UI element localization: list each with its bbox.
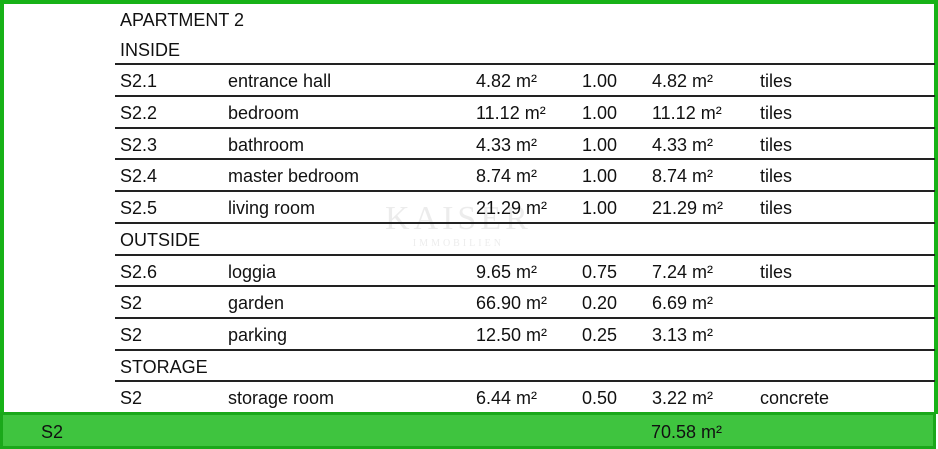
cell-net: 21.29 m²: [652, 198, 724, 219]
cell-code: S2: [120, 293, 143, 314]
cell-code: S2.5: [120, 198, 158, 219]
cell-coef: 1.00: [582, 198, 618, 219]
cell-net: 4.33 m²: [652, 134, 714, 155]
apartment-title: APARTMENT 2: [120, 10, 245, 30]
cell-area: 4.33 m²: [476, 134, 538, 155]
cell-net: 8.74 m²: [652, 166, 714, 187]
apartment-frame: [0, 0, 938, 414]
cell-material: concrete: [760, 388, 830, 409]
cell-area: 9.65 m²: [476, 261, 538, 282]
section-header-outside: OUTSIDE: [115, 224, 935, 256]
cell-name: storage room: [228, 388, 335, 409]
section-header-storage: STORAGE: [115, 351, 935, 383]
table-row: S2.2 bedroom 11.12 m² 1.00 11.12 m² tiles: [115, 97, 935, 129]
table-row: S2.1 entrance hall 4.82 m² 1.00 4.82 m² tiles: [115, 65, 935, 98]
cell-area: 66.90 m²: [476, 293, 548, 314]
cell-coef: 0.75: [582, 261, 618, 282]
cell-coef: 1.00: [582, 166, 618, 187]
cell-area: 6.44 m²: [476, 388, 538, 409]
cell-coef: 0.20: [582, 293, 618, 314]
cell-material: tiles: [760, 103, 793, 124]
cell-material: tiles: [760, 134, 793, 155]
cell-name: bedroom: [228, 103, 300, 124]
cell-area: 12.50 m²: [476, 324, 548, 345]
table-row: S2.4 master bedroom 8.74 m² 1.00 8.74 m² tile…: [115, 160, 935, 193]
total-code: S2: [41, 422, 64, 442]
cell-net: 3.22 m²: [652, 388, 714, 409]
cell-name: loggia: [228, 261, 277, 282]
cell-name: entrance hall: [228, 71, 332, 92]
total-net-area: 70.58 m²: [651, 422, 723, 442]
table-row: S2.5 living room 21.29 m² 1.00 21.29 m² tiles: [115, 192, 935, 224]
cell-code: S2.3: [120, 134, 158, 155]
cell-material: tiles: [760, 198, 793, 219]
cell-coef: 1.00: [582, 71, 618, 92]
cell-area: 21.29 m²: [476, 198, 548, 219]
cell-net: 4.82 m²: [652, 71, 714, 92]
section-label: INSIDE: [120, 39, 181, 60]
cell-name: master bedroom: [228, 166, 360, 187]
cell-code: S2: [120, 324, 143, 345]
table-row: S2 storage room 6.44 m² 0.50 3.22 m² concrete: [115, 382, 935, 412]
cell-name: bathroom: [228, 134, 305, 155]
cell-net: 7.24 m²: [652, 261, 714, 282]
cell-code: S2.2: [120, 103, 158, 124]
cell-material: tiles: [760, 261, 793, 282]
cell-name: parking: [228, 324, 288, 345]
cell-coef: 0.50: [582, 388, 618, 409]
cell-net: 6.69 m²: [652, 293, 714, 314]
area-table: APARTMENT 2 INSIDE S2.1 entrance hall 4.82 …: [115, 4, 935, 412]
section-label: OUTSIDE: [120, 229, 201, 250]
watermark-subtext: IMMOBILIEN: [412, 238, 504, 249]
apartment-title-row: APARTMENT 2: [115, 4, 935, 34]
cell-coef: 1.00: [582, 134, 618, 155]
cell-material: tiles: [760, 166, 793, 187]
cell-name: garden: [228, 293, 285, 314]
cell-coef: 1.00: [582, 103, 618, 124]
cell-coef: 0.25: [582, 324, 618, 345]
table-row: S2.6 loggia 9.65 m² 0.75 7.24 m² tiles: [115, 256, 935, 288]
total-row: S2 70.58 m²: [0, 412, 936, 449]
cell-net: 11.12 m²: [652, 103, 722, 124]
cell-area: 11.12 m²: [476, 103, 546, 124]
table-row: S2 garden 66.90 m² 0.20 6.69 m²: [115, 287, 935, 319]
watermark-text: KAISER: [385, 200, 532, 237]
table-row: S2.3 bathroom 4.33 m² 1.00 4.33 m² tiles: [115, 129, 935, 161]
section-label: STORAGE: [120, 356, 208, 377]
cell-code: S2.1: [120, 71, 158, 92]
watermark-logo: KAISER IMMOBILIEN: [385, 200, 532, 249]
cell-code: S2: [120, 388, 143, 409]
cell-code: S2.4: [120, 166, 158, 187]
cell-code: S2.6: [120, 261, 158, 282]
cell-area: 8.74 m²: [476, 166, 538, 187]
cell-net: 3.13 m²: [652, 324, 714, 345]
cell-name: living room: [228, 198, 316, 219]
cell-area: 4.82 m²: [476, 71, 538, 92]
table-row: S2 parking 12.50 m² 0.25 3.13 m²: [115, 319, 935, 351]
section-header-inside: INSIDE: [115, 34, 935, 66]
cell-material: tiles: [760, 71, 793, 92]
